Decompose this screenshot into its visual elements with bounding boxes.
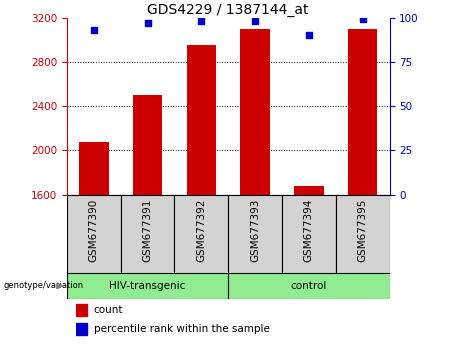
Bar xyxy=(76,304,87,316)
Text: count: count xyxy=(94,305,123,315)
Bar xyxy=(67,195,121,273)
Text: genotype/variation: genotype/variation xyxy=(3,281,83,290)
Text: GSM677393: GSM677393 xyxy=(250,199,260,262)
Text: percentile rank within the sample: percentile rank within the sample xyxy=(94,324,270,334)
Point xyxy=(359,17,366,22)
Text: HIV-transgenic: HIV-transgenic xyxy=(109,281,186,291)
Bar xyxy=(336,195,390,273)
Bar xyxy=(67,273,228,299)
Bar xyxy=(294,186,324,195)
Bar xyxy=(121,195,174,273)
Bar xyxy=(79,142,108,195)
Text: GSM677392: GSM677392 xyxy=(196,199,207,262)
Bar xyxy=(228,195,282,273)
Point xyxy=(90,27,97,33)
Point xyxy=(144,20,151,26)
Bar xyxy=(187,45,216,195)
Text: GSM677394: GSM677394 xyxy=(304,199,314,262)
Title: GDS4229 / 1387144_at: GDS4229 / 1387144_at xyxy=(148,3,309,17)
Bar xyxy=(228,273,390,299)
Bar xyxy=(133,95,162,195)
Text: GSM677391: GSM677391 xyxy=(142,199,153,262)
Bar xyxy=(76,323,87,335)
Point xyxy=(198,18,205,24)
Bar xyxy=(348,29,378,195)
Text: GSM677395: GSM677395 xyxy=(358,199,368,262)
Point xyxy=(251,18,259,24)
Text: GSM677390: GSM677390 xyxy=(89,199,99,262)
Bar xyxy=(282,195,336,273)
Bar xyxy=(174,195,228,273)
Bar xyxy=(240,29,270,195)
Point xyxy=(305,33,313,38)
Text: control: control xyxy=(291,281,327,291)
